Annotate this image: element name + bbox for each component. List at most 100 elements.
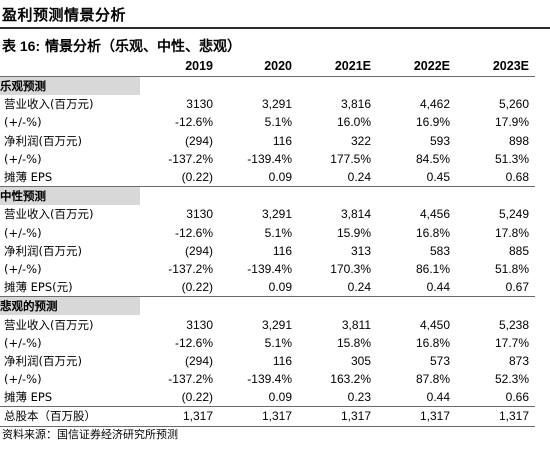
- row-label: 净利润(百万元): [4, 243, 82, 258]
- table-cell: 885: [508, 243, 529, 258]
- row-label: (+/-%): [4, 115, 42, 130]
- table-row: 摊薄 EPS (0.22) 0.09 0.24 0.45 0.68: [0, 168, 535, 187]
- table-caption-text: 情景分析（乐观、中性、悲观）: [45, 39, 241, 55]
- table-cell: -12.6%: [174, 335, 213, 350]
- table-cell: 116: [272, 243, 292, 258]
- row-label: 摊薄 EPS: [4, 390, 53, 405]
- table-cell: 16.8%: [415, 225, 450, 240]
- header-label: [0, 55, 140, 77]
- row-label: 营业收入(百万元): [4, 207, 94, 222]
- table-cell: -137.2%: [168, 261, 213, 276]
- table-cell: -139.4%: [247, 372, 292, 387]
- table-cell: 17.8%: [494, 225, 529, 240]
- table-cell: 1,317: [219, 406, 298, 427]
- row-label: (+/-%): [4, 261, 42, 276]
- table-row: (+/-%) -137.2% -139.4% 163.2% 87.8% 52.3%: [0, 370, 535, 388]
- table-cell: (0.22): [181, 390, 213, 405]
- table-body: 乐观预测 营业收入(百万元) 3130 3,291 3,816 4,462 5,260 (+/…: [0, 76, 535, 427]
- table-cell: 3,814: [340, 207, 371, 222]
- table-cell: 87.8%: [415, 372, 450, 387]
- header-year: 2022E: [377, 55, 456, 77]
- table-row: (+/-%) -12.6% 5.1% 15.9% 16.8% 17.8%: [0, 224, 535, 242]
- table-cell: 5.1%: [264, 115, 292, 130]
- table-cell: (0.22): [181, 170, 213, 185]
- table-cell: 593: [429, 133, 450, 148]
- table-cell: 3,291: [261, 317, 292, 332]
- table-cell: 15.8%: [336, 335, 371, 350]
- row-label: (+/-%): [4, 225, 42, 240]
- table-cell: 1,317: [456, 406, 535, 427]
- table-row: 营业收入(百万元) 3130 3,291 3,814 4,456 5,249: [0, 205, 535, 223]
- row-label: 摊薄 EPS: [4, 170, 53, 185]
- table-cell: 170.3%: [330, 261, 371, 276]
- table-cell: 116: [272, 133, 292, 148]
- table-cell: 3,816: [340, 97, 371, 112]
- row-label: 营业收入(百万元): [4, 97, 94, 112]
- table-row: (+/-%) -12.6% 5.1% 16.0% 16.9% 17.9%: [0, 113, 535, 131]
- page-title: 盈利预测情景分析: [2, 6, 127, 24]
- table-cell: 15.9%: [336, 225, 371, 240]
- table-cell: 5.1%: [264, 225, 292, 240]
- section-header-spacer: [140, 296, 535, 316]
- section-header-spacer: [140, 76, 535, 96]
- table-cell: -12.6%: [174, 225, 213, 240]
- table-cell: 0.66: [505, 390, 529, 405]
- table-row: 摊薄 EPS(元) (0.22) 0.09 0.24 0.44 0.67: [0, 278, 535, 297]
- table-cell: (294): [184, 133, 213, 148]
- row-label: 摊薄 EPS(元): [4, 280, 73, 295]
- table-cell: 5,260: [498, 97, 529, 112]
- table-cell: 313: [350, 243, 371, 258]
- table-cell: 0.44: [426, 280, 450, 295]
- header-year: 2023E: [456, 55, 535, 77]
- section-header-row: 乐观预测: [0, 76, 535, 96]
- table-cell: 86.1%: [415, 261, 450, 276]
- table-row: (+/-%) -12.6% 5.1% 15.8% 16.8% 17.7%: [0, 334, 535, 352]
- total-shares-row: 总股本（百万股） 1,317 1,317 1,317 1,317 1,317: [0, 406, 535, 427]
- table-cell: -139.4%: [247, 261, 292, 276]
- title-divider: [0, 27, 550, 29]
- source-note: 资料来源：国信证券经济研究所预测: [2, 428, 178, 441]
- table-cell: 573: [429, 353, 450, 368]
- table-cell: 3,811: [341, 317, 371, 332]
- table-cell: -12.6%: [174, 115, 213, 130]
- table-cell: 0.45: [426, 170, 450, 185]
- table-cell: 898: [508, 133, 529, 148]
- row-label: (+/-%): [4, 372, 42, 387]
- table-cell: -137.2%: [168, 151, 213, 166]
- table-row: 营业收入(百万元) 3130 3,291 3,816 4,462 5,260: [0, 95, 535, 113]
- table-cell: 3,291: [261, 207, 292, 222]
- section-header-row: 悲观的预测: [0, 296, 535, 316]
- section-title: 悲观的预测: [0, 296, 140, 316]
- table-cell: 177.5%: [330, 151, 371, 166]
- table-cell: 17.7%: [494, 335, 529, 350]
- header-year: 2020: [219, 55, 298, 77]
- table-cell: 0.24: [347, 280, 371, 295]
- table-cell: 5,238: [498, 317, 529, 332]
- row-label: 营业收入(百万元): [4, 317, 94, 332]
- table-cell: (294): [184, 243, 213, 258]
- table-caption: 表 16: 情景分析（乐观、中性、悲观）: [2, 36, 241, 56]
- section-title: 乐观预测: [0, 76, 140, 96]
- row-label: 净利润(百万元): [4, 133, 82, 148]
- table-cell: 5,249: [498, 207, 529, 222]
- table-row: (+/-%) -137.2% -139.4% 170.3% 86.1% 51.8%: [0, 260, 535, 278]
- table-row: (+/-%) -137.2% -139.4% 177.5% 84.5% 51.3%: [0, 150, 535, 168]
- table-header-row: 2019 2020 2021E 2022E 2023E: [0, 55, 535, 77]
- table-cell: (294): [184, 353, 213, 368]
- header-year: 2021E: [298, 55, 377, 77]
- table-cell: 0.67: [505, 280, 529, 295]
- table-cell: -137.2%: [168, 372, 213, 387]
- section-title: 中性预测: [0, 186, 140, 206]
- table-cell: 0.09: [268, 170, 292, 185]
- table-cell: 16.8%: [415, 335, 450, 350]
- table-cell: 873: [508, 353, 529, 368]
- table-cell: 51.8%: [494, 261, 529, 276]
- table-caption-number: 表 16:: [2, 38, 41, 54]
- table-cell: 0.09: [268, 390, 292, 405]
- table-cell: 3130: [186, 317, 213, 332]
- table-cell: 16.0%: [336, 115, 371, 130]
- section-header-spacer: [140, 186, 535, 206]
- table-cell: 116: [272, 353, 292, 368]
- table-cell: 0.24: [347, 170, 371, 185]
- table-cell: -139.4%: [247, 151, 292, 166]
